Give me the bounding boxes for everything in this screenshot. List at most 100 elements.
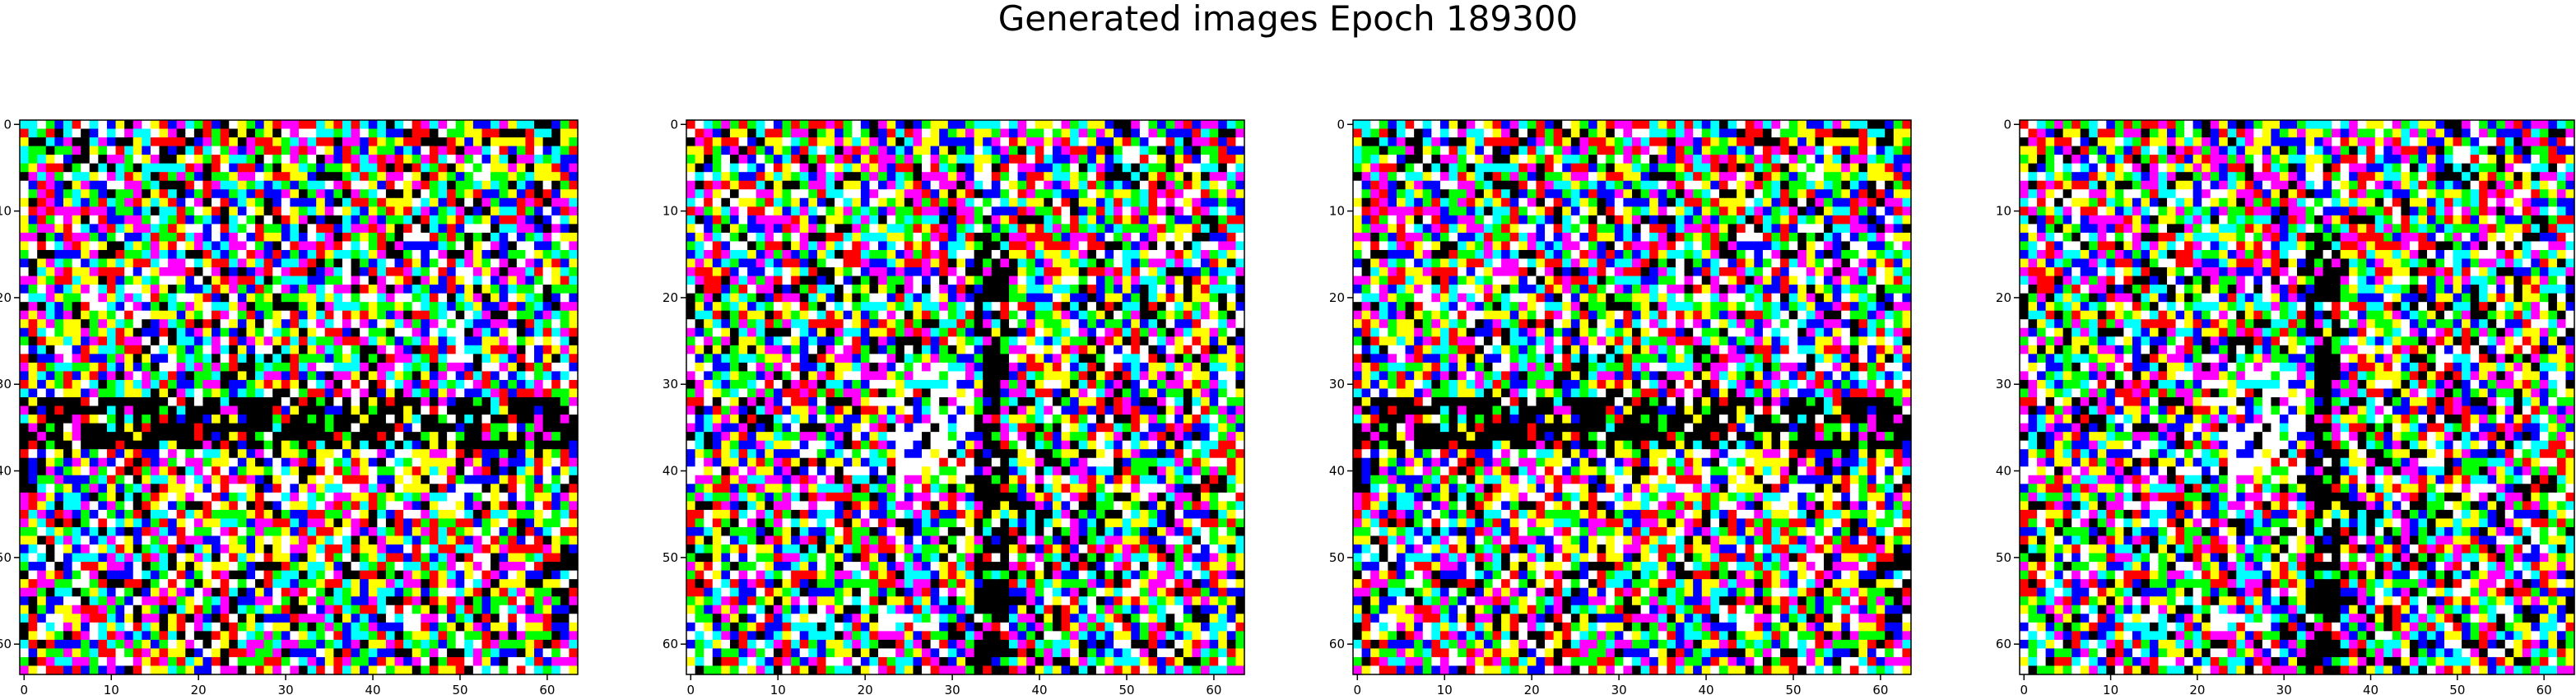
pixel-cell <box>712 232 722 243</box>
pixel-cell <box>534 336 544 346</box>
pixel-cell <box>438 258 448 268</box>
pixel-cell <box>229 215 239 225</box>
pixel-cell <box>98 293 108 303</box>
pixel-cell <box>168 310 178 320</box>
pixel-cell <box>472 180 483 190</box>
pixel-cell <box>472 492 483 502</box>
pixel-cell <box>1044 206 1053 216</box>
pixel-cell <box>377 432 387 442</box>
pixel-cell <box>98 120 108 130</box>
pixel-cell <box>299 587 309 597</box>
pixel-cell <box>394 163 404 173</box>
pixel-cell <box>212 189 221 199</box>
pixel-cell <box>429 432 439 442</box>
pixel-cell <box>516 544 527 554</box>
pixel-cell <box>525 587 535 597</box>
pixel-cell <box>491 172 500 182</box>
pixel-cell <box>220 189 230 199</box>
pixel-cell <box>307 155 317 164</box>
pixel-cell <box>569 310 579 320</box>
pixel-cell <box>491 327 500 337</box>
pixel-cell <box>272 656 282 667</box>
pixel-cell <box>246 415 256 424</box>
pixel-cell <box>351 665 360 675</box>
pixel-cell <box>168 267 178 277</box>
pixel-cell <box>447 362 457 373</box>
pixel-cell <box>534 293 544 303</box>
pixel-cell <box>491 146 500 155</box>
pixel-cell <box>272 639 282 650</box>
pixel-cell <box>983 215 993 225</box>
pixel-cell <box>508 180 518 190</box>
pixel-cell <box>508 215 518 225</box>
pixel-cell <box>54 570 64 580</box>
pixel-cell <box>281 224 291 234</box>
pixel-cell <box>229 457 239 467</box>
pixel-cell <box>299 423 309 433</box>
pixel-cell <box>37 189 47 199</box>
pixel-cell <box>45 492 55 502</box>
pixel-cell <box>1148 137 1158 147</box>
pixel-cell <box>1026 137 1036 147</box>
pixel-cell <box>542 189 552 199</box>
pixel-cell <box>438 622 448 632</box>
pixel-cell <box>508 509 518 520</box>
pixel-cell <box>299 605 309 614</box>
pixel-cell <box>394 388 404 398</box>
pixel-cell <box>1035 137 1044 147</box>
pixel-cell <box>1078 189 1088 199</box>
pixel-cell <box>516 492 527 502</box>
pixel-cell <box>54 405 64 415</box>
pixel-cell <box>922 155 932 164</box>
pixel-cell <box>263 285 273 294</box>
pixel-cell <box>168 354 178 364</box>
pixel-cell <box>37 258 47 268</box>
pixel-cell <box>412 146 421 155</box>
pixel-cell <box>403 397 413 407</box>
pixel-cell <box>342 137 352 147</box>
pixel-cell <box>246 310 256 320</box>
pixel-cell <box>472 258 483 268</box>
pixel-cell <box>290 310 300 320</box>
pixel-cell <box>142 415 151 424</box>
pixel-cell <box>142 336 151 346</box>
pixel-cell <box>491 302 500 312</box>
pixel-cell <box>394 172 404 182</box>
pixel-cell <box>342 120 352 130</box>
pixel-cell <box>193 440 204 450</box>
pixel-cell <box>351 501 360 511</box>
pixel-cell <box>1157 215 1167 225</box>
pixel-cell <box>534 285 544 294</box>
pixel-cell <box>412 302 421 312</box>
pixel-cell <box>843 172 853 182</box>
pixel-cell <box>368 639 378 650</box>
pixel-cell <box>272 579 282 589</box>
pixel-cell <box>491 656 500 667</box>
pixel-cell <box>991 180 1001 190</box>
pixel-cell <box>115 267 125 277</box>
pixel-cell <box>324 605 334 614</box>
pixel-cell <box>394 405 404 415</box>
pixel-cell <box>290 327 300 337</box>
pixel-cell <box>299 553 309 563</box>
pixel-cell <box>403 197 413 207</box>
pixel-cell <box>508 526 518 537</box>
pixel-cell <box>1209 180 1219 190</box>
pixel-cell <box>438 415 448 424</box>
pixel-cell <box>54 155 64 164</box>
pixel-cell <box>394 258 404 268</box>
pixel-cell <box>1095 137 1106 147</box>
pixel-cell <box>299 197 309 207</box>
pixel-cell <box>808 163 818 173</box>
pixel-cell <box>481 544 491 554</box>
pixel-cell <box>481 155 491 164</box>
pixel-cell <box>1192 146 1202 155</box>
pixel-cell <box>1078 180 1088 190</box>
pixel-cell <box>229 302 239 312</box>
pixel-cell <box>695 206 704 216</box>
pixel-cell <box>686 155 696 164</box>
pixel-cell <box>63 587 73 597</box>
pixel-cell <box>185 215 195 225</box>
pixel-cell <box>81 605 91 614</box>
pixel-cell <box>220 440 230 450</box>
